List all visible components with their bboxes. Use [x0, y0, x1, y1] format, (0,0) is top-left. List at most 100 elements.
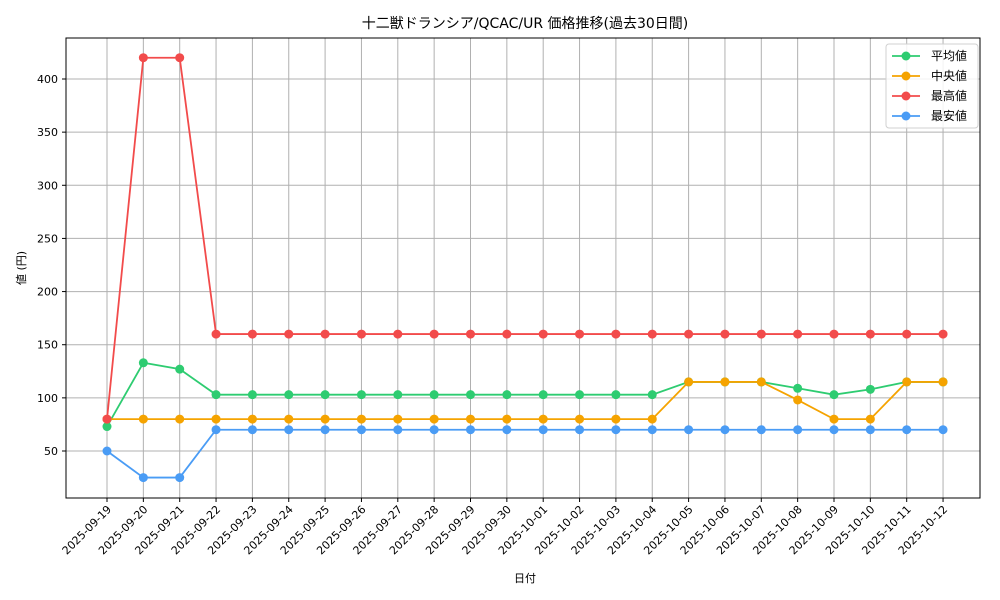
y-tick-label: 150	[37, 339, 58, 352]
data-point	[393, 390, 403, 400]
data-point	[466, 414, 475, 424]
data-point	[575, 425, 585, 435]
data-point	[647, 425, 657, 435]
legend-marker	[901, 111, 911, 121]
series-line	[106, 56, 944, 420]
data-point	[575, 390, 585, 400]
data-point	[502, 329, 512, 339]
series-0	[102, 358, 948, 432]
data-point	[538, 414, 548, 424]
data-point	[356, 390, 366, 400]
series-1	[102, 377, 948, 424]
legend-marker	[901, 51, 911, 61]
data-point	[284, 329, 294, 339]
data-point	[684, 329, 694, 339]
data-point	[793, 425, 803, 435]
legend-item: 平均値	[892, 48, 967, 63]
data-point	[756, 425, 766, 435]
legend-marker	[901, 71, 911, 81]
data-point	[902, 425, 912, 435]
data-point	[720, 329, 730, 339]
y-tick-label: 50	[44, 445, 58, 458]
data-point	[102, 414, 112, 424]
data-point	[793, 329, 803, 339]
data-point	[793, 395, 803, 405]
y-tick-label: 350	[37, 126, 58, 139]
x-axis-ticks: 2025-09-192025-09-202025-09-212025-09-22…	[60, 498, 950, 557]
data-point	[938, 377, 948, 387]
data-point	[247, 329, 257, 339]
data-point	[429, 329, 439, 339]
data-point	[138, 414, 148, 424]
legend-item: 最安値	[892, 108, 967, 123]
data-point	[320, 414, 330, 424]
data-point	[502, 425, 512, 435]
chart-title: 十二獣ドランシア/QCAC/UR 価格推移(過去30日間)	[362, 16, 689, 32]
data-point	[575, 329, 585, 339]
data-point	[720, 377, 730, 387]
data-point	[647, 329, 657, 339]
data-point	[611, 414, 621, 424]
y-axis-ticks: 50 100 150 200 250 300 350 400	[37, 73, 66, 458]
data-point	[284, 425, 294, 435]
data-point	[902, 329, 912, 339]
series-line	[106, 428, 944, 479]
series-line	[106, 361, 944, 427]
data-point	[756, 377, 766, 387]
legend-label: 中央値	[931, 68, 967, 83]
y-tick-label: 400	[37, 73, 58, 86]
data-point	[611, 329, 621, 339]
data-point	[211, 329, 221, 339]
data-point	[829, 414, 839, 424]
data-point	[429, 390, 439, 400]
data-point	[938, 425, 948, 435]
data-point	[466, 425, 475, 435]
data-point	[102, 422, 112, 432]
data-point	[829, 329, 839, 339]
data-point	[356, 414, 366, 424]
data-point	[175, 364, 185, 374]
data-point	[429, 414, 439, 424]
data-point	[247, 425, 257, 435]
data-point	[175, 473, 185, 483]
series-2	[102, 53, 948, 424]
data-point	[175, 53, 185, 63]
series-3	[102, 425, 948, 483]
data-point	[175, 414, 185, 424]
data-point	[102, 446, 112, 456]
legend-item: 最高値	[892, 88, 967, 103]
data-point	[284, 390, 294, 400]
data-point	[684, 425, 694, 435]
legend-box	[885, 43, 979, 129]
data-point	[247, 390, 257, 400]
data-point	[647, 414, 657, 424]
plot-frame	[65, 37, 981, 499]
legend-marker	[901, 91, 911, 101]
data-point	[247, 414, 257, 424]
data-point	[356, 329, 366, 339]
x-axis-label: 日付	[514, 572, 536, 585]
data-point	[575, 414, 585, 424]
data-point	[720, 425, 730, 435]
data-point	[647, 390, 657, 400]
data-point	[538, 329, 548, 339]
data-point	[611, 390, 621, 400]
data-point	[829, 425, 839, 435]
y-axis-label: 値 (円)	[15, 251, 28, 285]
data-point	[356, 425, 366, 435]
data-series	[102, 53, 948, 483]
legend-label: 平均値	[931, 48, 967, 63]
data-point	[538, 425, 548, 435]
data-point	[211, 425, 221, 435]
data-point	[793, 383, 803, 393]
legend-label: 最安値	[931, 108, 967, 123]
data-point	[756, 329, 766, 339]
y-tick-label: 250	[37, 232, 58, 245]
y-tick-label: 100	[37, 392, 58, 405]
data-point	[611, 425, 621, 435]
data-point	[320, 425, 330, 435]
data-point	[502, 390, 512, 400]
data-point	[138, 358, 148, 368]
